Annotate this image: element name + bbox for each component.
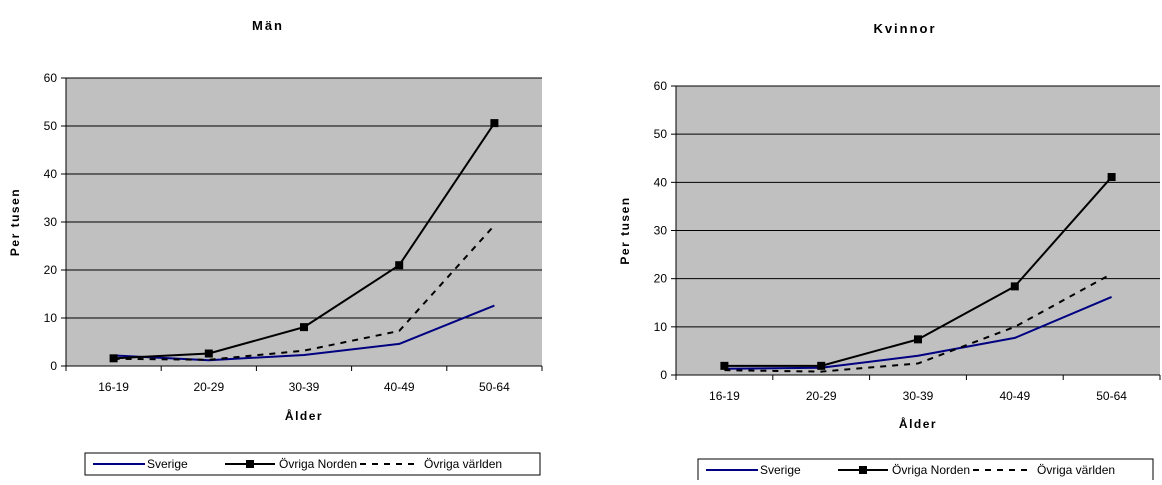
data-point-marker [914, 335, 922, 344]
y-tick-label: 30 [44, 215, 58, 229]
y-tick-label: 50 [654, 127, 668, 141]
data-point-marker [817, 361, 826, 370]
y-axis-label: Per tusen [8, 188, 22, 256]
y-tick-label: 10 [654, 320, 668, 334]
series-line-sverige [724, 296, 1112, 370]
legend-marker [859, 466, 867, 474]
data-point-marker [109, 354, 118, 363]
legend-box [84, 452, 541, 476]
x-axis-label: Ålder [285, 408, 323, 423]
y-tick-label: 60 [654, 79, 668, 93]
y-tick-label: 20 [44, 263, 58, 277]
x-tick-label: 50-64 [1096, 389, 1127, 403]
legend-marker [246, 460, 254, 468]
legend-label: Sverige [147, 457, 188, 471]
y-tick-label: 0 [660, 368, 667, 382]
y-tick-label: 40 [44, 167, 58, 181]
data-point-marker [1010, 282, 1019, 291]
x-tick-label: 16-19 [709, 389, 740, 403]
x-tick-label: 50-64 [479, 380, 510, 394]
legend: Sverige Övriga Norden Övriga världen [84, 452, 541, 476]
x-tick-label: 16-19 [98, 380, 129, 394]
legend: Sverige Övriga Norden Övriga världen [697, 458, 1154, 482]
data-point-marker [720, 361, 729, 370]
legend-label: Övriga världen [424, 457, 502, 471]
y-tick-label: 60 [44, 71, 58, 85]
x-axis-label: Ålder [899, 416, 937, 431]
chart-title: Kvinnor [873, 21, 936, 36]
y-axis-label: Per tusen [618, 196, 632, 264]
y-tick-label: 20 [654, 272, 668, 286]
x-tick-label: 30-39 [289, 380, 320, 394]
data-point-marker [1107, 173, 1116, 182]
data-point-marker [490, 119, 499, 128]
series-line-ovriga-varlden [113, 224, 496, 361]
x-tick-label: 20-29 [193, 380, 224, 394]
y-tick-label: 0 [50, 359, 57, 373]
legend-label: Övriga Norden [892, 463, 970, 477]
series-line-ovriga-varlden [724, 272, 1113, 373]
chart-kvinnor: Kvinnor 0 10 20 30 40 50 60 16-19 20-29 30-39 40-49… [618, 21, 1161, 482]
x-tick-label: 20-29 [806, 389, 837, 403]
y-tick-label: 50 [44, 119, 58, 133]
y-tick-label: 40 [654, 175, 668, 189]
chart-man: Män 0 10 20 30 40 50 60 16-19 20-29 30-39 40-49 50-6… [8, 18, 543, 476]
data-point-marker [204, 349, 213, 358]
legend-label: Sverige [760, 463, 801, 477]
data-point-marker [300, 323, 308, 332]
y-tick-label: 30 [654, 224, 668, 238]
x-tick-label: 40-49 [999, 389, 1030, 403]
legend-label: Övriga världen [1037, 463, 1115, 477]
data-point-marker [395, 261, 404, 270]
x-tick-label: 40-49 [384, 380, 415, 394]
legend-label: Övriga Norden [279, 457, 357, 471]
x-tick-label: 30-39 [903, 389, 934, 403]
chart-title: Män [252, 18, 284, 33]
y-tick-label: 10 [44, 311, 58, 325]
